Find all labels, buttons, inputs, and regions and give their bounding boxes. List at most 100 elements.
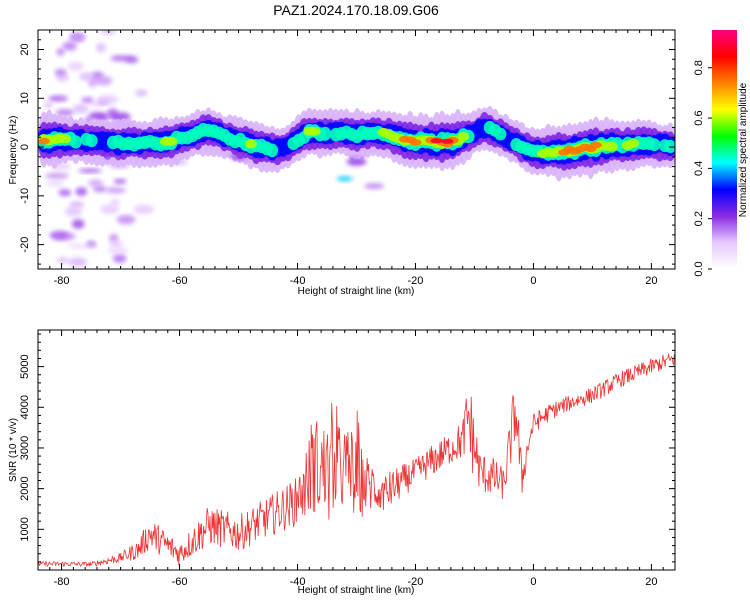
spectral-blob	[105, 186, 126, 194]
spectral-blob	[96, 42, 106, 53]
spectral-band-cell	[266, 143, 279, 158]
spectral-blob	[364, 183, 385, 190]
spectral-band-cell	[38, 137, 50, 145]
spectral-blob	[98, 115, 110, 120]
colorbar-ticks: 0.0 0.2 0.4 0.6 0.8	[693, 60, 712, 277]
spectral-band-cell	[648, 138, 661, 152]
snr-x-label: Height of straight line (km)	[298, 585, 415, 596]
spectral-blob	[58, 189, 72, 197]
spectral-blob	[62, 41, 77, 51]
spectral-blob	[98, 158, 119, 165]
spectral-blob	[68, 257, 88, 267]
snr-x-tick-label: -60	[172, 576, 188, 588]
spectral-band-cell	[494, 127, 507, 141]
colorbar-tick-label: 0.8	[693, 60, 705, 75]
snr-panel: -80 -60 -40 -20 0 20 1000 2000 3000 4000 5000 Hei…	[8, 329, 676, 596]
spectral-blob	[109, 234, 119, 243]
colorbar-gradient	[712, 30, 737, 269]
spectral-blob	[45, 172, 69, 180]
spectrogram-panel: -80 -60 -40 -20 0 20 -20 -10 0 10 20 Height of st…	[8, 29, 676, 297]
snr-y-ticks: 1000 2000 3000 4000 5000	[19, 333, 675, 571]
snr-x-ticks: -80 -60 -40 -20 0 20	[37, 330, 676, 588]
spectral-blob	[44, 102, 53, 108]
spectral-blob	[133, 204, 154, 215]
spectral-blob	[100, 204, 120, 214]
spectral-band-cell	[244, 139, 257, 149]
spectral-blob	[88, 77, 97, 88]
spectrogram-y-tick-label: 0	[19, 144, 31, 150]
spectrogram-y-tick-label: 20	[19, 43, 31, 55]
spectral-blob	[81, 97, 94, 103]
snr-y-tick-label: 5000	[19, 354, 31, 378]
spectral-band-cell	[589, 141, 602, 149]
spectral-blob	[112, 253, 126, 263]
snr-y-tick-label: 4000	[19, 395, 31, 419]
spectrogram-x-tick-label: 20	[645, 275, 657, 287]
spectral-blob	[110, 55, 133, 62]
snr-y-tick-label: 2000	[19, 476, 31, 500]
spectrogram-y-ticks: -20 -10 0 10 20	[19, 29, 675, 265]
spectral-blob	[109, 112, 131, 122]
spectral-band-cell	[441, 138, 454, 144]
colorbar-tick-label: 0.6	[693, 110, 705, 125]
spectral-band-cell	[308, 126, 321, 136]
spectral-blob	[48, 95, 69, 102]
spectral-blob	[109, 240, 123, 248]
snr-x-tick-label: -40	[290, 576, 306, 588]
spectral-band-cell	[605, 141, 618, 152]
spectral-blob	[64, 206, 82, 217]
snr-y-tick-label: 1000	[19, 517, 31, 541]
spectral-blob	[56, 257, 70, 264]
colorbar-tick-label: 0.2	[693, 211, 705, 226]
spectral-blob	[88, 179, 104, 187]
spectral-blob	[49, 231, 69, 240]
spectral-blob	[78, 168, 102, 173]
snr-y-tick-label: 3000	[19, 436, 31, 460]
spectral-band-cell	[664, 139, 675, 153]
spectral-blob	[82, 73, 92, 79]
spectral-blob	[92, 185, 107, 193]
spectral-band-cell	[430, 138, 443, 144]
spectral-blob	[116, 214, 136, 225]
spectral-blob	[75, 187, 88, 197]
spectrogram-x-label: Height of straight line (km)	[298, 286, 415, 297]
spectral-blob	[113, 179, 127, 184]
spectrogram-x-tick-label: -40	[290, 275, 306, 287]
colorbar-label: Normalized spectral amplitude	[738, 82, 749, 217]
spectral-blob	[110, 198, 120, 207]
spectral-blob	[69, 201, 85, 208]
spectral-band-cell	[319, 126, 332, 141]
spectrogram-y-tick-label: -20	[19, 237, 31, 253]
snr-x-tick-label: 0	[530, 576, 536, 588]
spectral-blob	[73, 103, 89, 114]
spectrogram-heat	[38, 30, 675, 267]
spectral-blob	[67, 61, 84, 72]
spectrogram-x-tick-label: -20	[408, 275, 424, 287]
spectral-band-cell	[69, 135, 82, 149]
spectral-band-cell	[627, 138, 640, 148]
spectral-blob	[336, 176, 353, 182]
spectral-blob	[71, 219, 85, 229]
snr-series-line	[38, 353, 675, 567]
snr-x-tick-label: -80	[54, 576, 70, 588]
colorbar-tick-label: 0.0	[693, 261, 705, 276]
spectral-blob	[171, 158, 188, 165]
colorbar-tick-label: 0.4	[693, 161, 705, 176]
spectrogram-x-tick-label: 0	[530, 275, 536, 287]
spectral-band-cell	[59, 134, 72, 144]
spectral-blob	[135, 89, 148, 97]
spectrogram-x-ticks: -80 -60 -40 -20 0 20	[37, 30, 676, 287]
spectral-band-cell	[165, 136, 178, 146]
spectral-blob	[54, 68, 67, 76]
spectral-blob	[107, 247, 129, 254]
spectrogram-x-tick-label: -80	[54, 275, 70, 287]
spectrogram-x-tick-label: -60	[172, 275, 188, 287]
spectral-blob	[56, 48, 65, 56]
spectral-blob	[46, 180, 64, 187]
snr-x-tick-label: 20	[645, 576, 657, 588]
figure-title: PAZ1.2024.170.18.09.G06	[273, 2, 439, 18]
colorbar: 0.0 0.2 0.4 0.6 0.8 Normalized spectral ampl…	[693, 30, 749, 277]
spectral-band-cell	[457, 132, 470, 142]
spectral-blob	[70, 35, 85, 42]
